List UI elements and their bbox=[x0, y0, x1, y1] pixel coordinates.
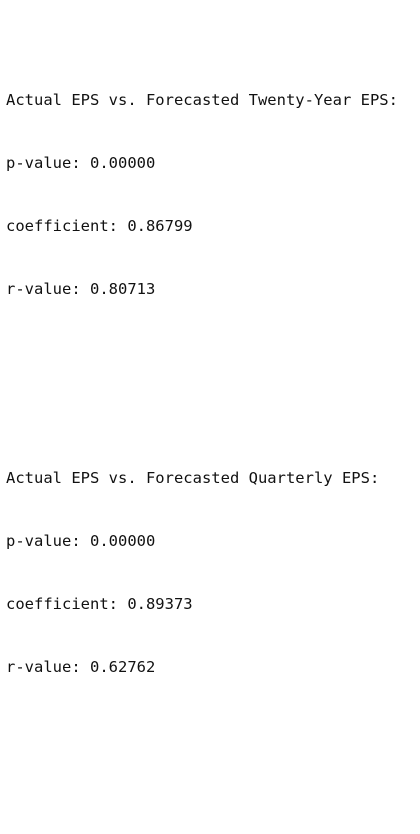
p-value-line: p-value: 0.00000 bbox=[6, 154, 156, 172]
r-value-line: r-value: 0.62762 bbox=[6, 658, 156, 676]
result-heading: Actual EPS vs. Forecasted Twenty-Year EP… bbox=[6, 91, 398, 109]
result-block-quarterly: Actual EPS vs. Forecasted Quarterly EPS:… bbox=[6, 426, 420, 720]
r-value-line: r-value: 0.80713 bbox=[6, 280, 156, 298]
result-heading: Actual EPS vs. Forecasted Quarterly EPS: bbox=[6, 469, 380, 487]
result-block-yearly: Actual EPS vs. Forecasted Yearly EPS: p-… bbox=[6, 804, 420, 834]
console-output: Actual EPS vs. Forecasted Twenty-Year EP… bbox=[6, 48, 420, 676]
coefficient-line: coefficient: 0.86799 bbox=[6, 217, 193, 235]
result-block-twenty-year: Actual EPS vs. Forecasted Twenty-Year EP… bbox=[6, 48, 420, 342]
coefficient-line: coefficient: 0.89373 bbox=[6, 595, 193, 613]
p-value-line: p-value: 0.00000 bbox=[6, 532, 156, 550]
